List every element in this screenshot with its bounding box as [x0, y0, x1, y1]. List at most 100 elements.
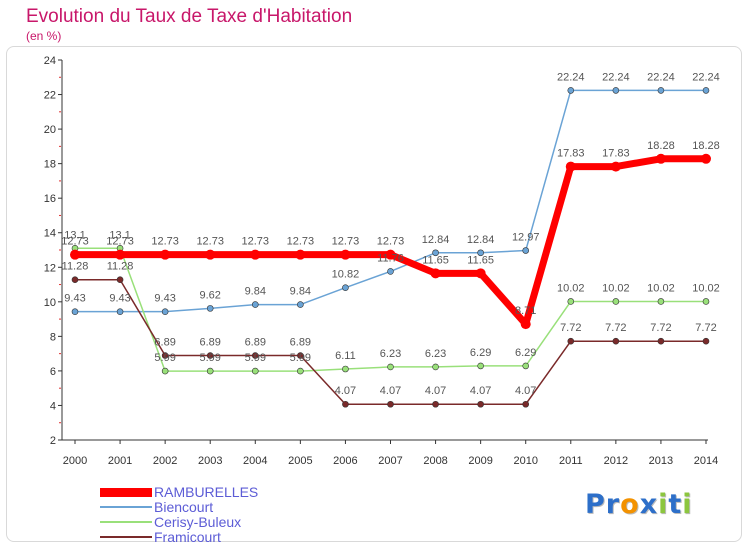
y-tick-label: 22 — [44, 90, 56, 102]
data-point — [657, 298, 665, 305]
data-label: 6.23 — [425, 348, 446, 360]
data-point — [567, 337, 575, 345]
logo-letter: i — [658, 489, 669, 520]
data-label: 9.84 — [245, 286, 266, 298]
data-point — [297, 301, 304, 308]
data-label: 6.89 — [154, 337, 175, 349]
data-point — [71, 276, 79, 284]
data-label: 12.84 — [467, 234, 495, 246]
x-tick-label: 2008 — [423, 455, 447, 467]
data-label: 4.07 — [335, 385, 356, 397]
data-point — [477, 362, 484, 370]
data-label: 6.29 — [470, 347, 491, 359]
x-tick-label: 2010 — [513, 455, 537, 467]
data-label: 22.24 — [557, 71, 585, 83]
data-point — [161, 367, 169, 375]
data-label: 4.07 — [470, 385, 491, 397]
data-point — [70, 249, 80, 260]
data-label: 22.24 — [647, 71, 675, 83]
data-point — [565, 161, 576, 172]
legend-label-framicourt: Framicourt — [154, 529, 221, 545]
x-tick-label: 2009 — [468, 455, 492, 467]
logo-letter: o — [620, 489, 640, 520]
data-label: 6.89 — [290, 337, 311, 349]
x-tick-label: 2001 — [108, 455, 132, 467]
data-point — [205, 249, 216, 260]
data-label: 22.24 — [602, 71, 630, 83]
data-label: 13.1 — [64, 229, 85, 241]
x-tick-label: 2007 — [378, 455, 402, 467]
legend-swatch-cerisy-buleux — [100, 521, 152, 523]
y-tick-label: 12 — [44, 262, 56, 274]
proxiti-logo: Proxiti — [585, 489, 693, 520]
data-label: 11.76 — [377, 252, 404, 264]
data-point — [567, 298, 575, 305]
y-tick-label: 14 — [44, 228, 56, 240]
data-point — [161, 308, 169, 315]
legend-label-cerisy-buleux: Cerisy-Buleux — [154, 514, 242, 530]
data-label: 17.83 — [602, 148, 630, 160]
data-label: 12.73 — [196, 236, 224, 248]
data-label: 11.28 — [107, 261, 134, 273]
data-point — [702, 337, 710, 345]
data-label: 12.73 — [61, 236, 89, 248]
data-point — [430, 268, 441, 279]
data-label: 10.02 — [602, 282, 630, 294]
data-label: 6.23 — [380, 348, 401, 360]
data-label: 9.84 — [290, 286, 311, 298]
data-label: 7.72 — [695, 322, 716, 334]
legend-swatch-biencourt — [100, 506, 152, 508]
data-point — [297, 352, 304, 359]
data-point — [612, 337, 620, 345]
data-point — [71, 308, 79, 315]
data-label: 10.02 — [557, 282, 585, 294]
y-tick-label: 24 — [44, 55, 56, 67]
data-label: 12.73 — [332, 236, 360, 248]
data-point — [432, 400, 439, 408]
data-label: 12.84 — [422, 234, 450, 246]
data-label: 12.97 — [512, 232, 540, 244]
data-label: 6.89 — [200, 337, 221, 349]
data-label: 4.07 — [515, 385, 536, 397]
x-tick-label: 2012 — [604, 455, 628, 467]
x-tick-label: 2014 — [694, 455, 718, 467]
x-tick-label: 2003 — [198, 455, 222, 467]
x-tick-label: 2005 — [288, 455, 312, 467]
data-point — [477, 249, 484, 257]
data-label: 9.43 — [154, 293, 175, 305]
data-point — [251, 367, 259, 375]
y-tick-label: 10 — [44, 297, 56, 309]
data-point — [702, 87, 710, 94]
data-point — [250, 249, 261, 260]
data-point — [477, 400, 484, 408]
y-tick-label: 2 — [50, 435, 56, 447]
data-label: 6.29 — [515, 347, 536, 359]
data-label: 6.11 — [335, 350, 356, 362]
legend-item-cerisy-buleux: Cerisy-Buleux — [100, 515, 320, 530]
data-point — [342, 400, 349, 408]
data-point — [520, 319, 531, 330]
x-tick-label: 2002 — [153, 455, 177, 467]
data-label: 6.89 — [245, 337, 266, 349]
data-label: 18.28 — [692, 140, 720, 152]
x-tick-label: 2013 — [649, 455, 673, 467]
data-label: 17.83 — [557, 148, 585, 160]
data-point — [206, 352, 214, 359]
legend-item-biencourt: Biencourt — [100, 500, 320, 515]
data-point — [297, 367, 304, 375]
data-point — [432, 363, 439, 371]
data-label: 10.02 — [692, 282, 720, 294]
data-label: 11.65 — [467, 254, 494, 266]
data-point — [340, 249, 351, 260]
data-point — [475, 268, 486, 279]
legend-label-ramburelles: RAMBURELLES — [154, 484, 259, 500]
data-point — [160, 249, 171, 260]
data-label: 12.73 — [377, 236, 405, 248]
data-label: 12.73 — [151, 236, 179, 248]
data-label: 7.72 — [650, 322, 671, 334]
legend: RAMBURELLES Biencourt Cerisy-Buleux Fram… — [100, 485, 320, 545]
legend-item-ramburelles: RAMBURELLES — [100, 485, 320, 500]
data-label: 12.73 — [242, 236, 270, 248]
y-tick-label: 18 — [44, 159, 56, 171]
